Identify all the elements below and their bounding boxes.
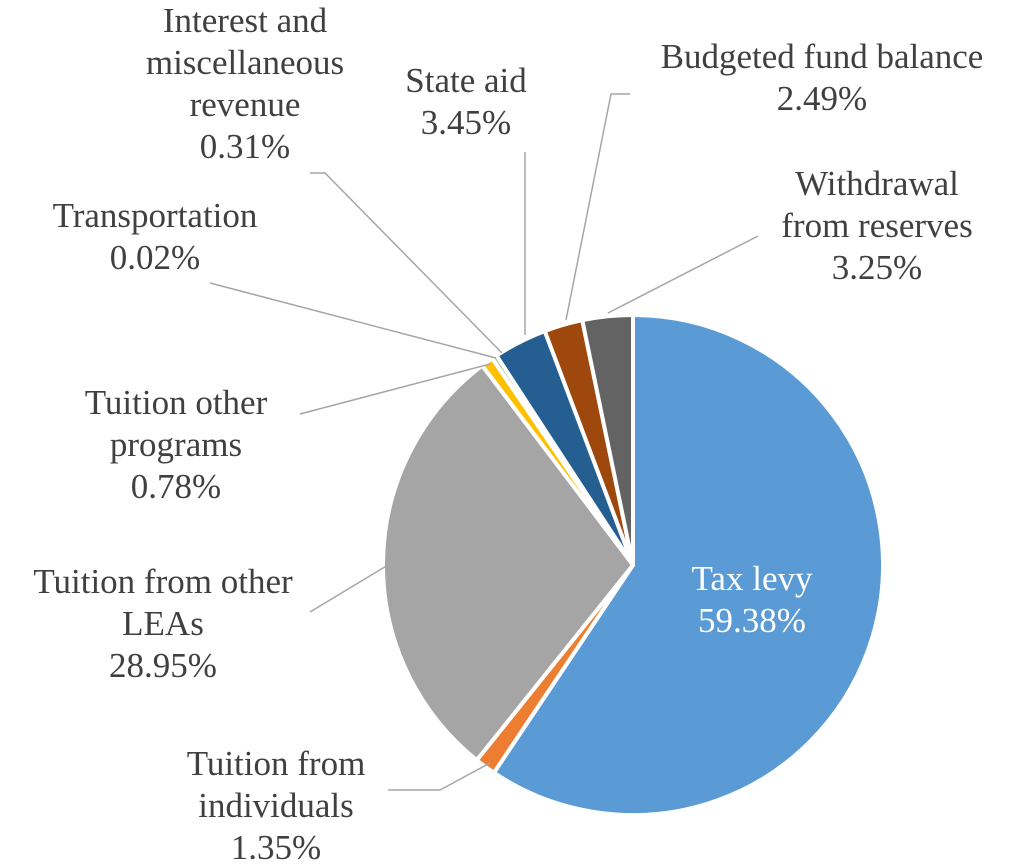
data-label-tuition-from-other-leas: Tuition from other LEAs 28.95% [33,562,293,685]
data-label-value: 0.78% [131,467,221,506]
data-label-value: 59.38% [698,601,806,640]
data-label-name-line: Tuition other [85,383,268,422]
data-label-value: 2.49% [777,79,867,118]
data-label-value: 0.02% [110,238,200,277]
data-label-value: 3.45% [421,103,511,142]
data-label-withdrawal-from-reserves: Withdrawal from reserves 3.25% [781,164,972,287]
data-label-name-line: Tax levy [692,559,813,598]
data-label-budgeted-fund-balance: Budgeted fund balance 2.49% [661,37,984,118]
leader-line-withdrawal-from-reserves [607,235,759,314]
leader-line-tuition-from-other-leas [309,564,389,613]
data-label-name-line: Tuition from [187,744,366,783]
data-label-name-line: Withdrawal [795,164,959,203]
pie-slices [381,313,885,817]
data-label-state-aid: State aid 3.45% [405,61,527,142]
data-label-name-line: Interest and [163,1,328,40]
data-labels: Tax levy 59.38% Tuition from individuals 1.3… [33,1,983,867]
data-label-name-line: programs [110,425,242,464]
pie-slice-withdrawal-from-reserves [580,313,635,567]
data-label-tuition-from-individuals: Tuition from individuals 1.35% [187,744,366,867]
leader-line-tuition-from-individuals [388,762,491,791]
data-label-name-line: from reserves [781,206,972,245]
leader-lines [209,93,759,791]
data-label-name-line: LEAs [122,604,204,643]
data-label-name-line: Tuition from other [33,562,293,601]
data-label-name-line: State aid [405,61,527,100]
data-label-name-line: Budgeted fund balance [661,37,984,76]
pie-slice-tuition-from-other-leas [381,363,635,763]
data-label-value: 0.31% [200,127,290,166]
data-label-value: 3.25% [832,248,922,287]
data-label-interest-and-miscellaneous-revenue: Interest and miscellaneous revenue 0.31% [146,1,344,166]
data-label-value: 28.95% [109,646,217,685]
data-label-transportation: Transportation 0.02% [53,196,258,277]
data-label-value: 1.35% [231,828,321,867]
data-label-tax-levy: Tax levy 59.38% [692,559,813,640]
leader-line-transportation [209,282,497,359]
leader-line-tuition-other-programs [299,363,491,415]
data-label-tuition-other-programs: Tuition other programs 0.78% [85,383,268,506]
leader-line-interest-and-miscellaneous-revenue [310,172,503,354]
data-label-name-line: revenue [190,85,301,124]
data-label-name-line: individuals [198,786,354,825]
data-label-name-line: Transportation [53,196,258,235]
leader-line-budgeted-fund-balance [565,93,630,321]
pie-slice-tax-levy [491,313,885,817]
data-label-name-line: miscellaneous [146,43,344,82]
